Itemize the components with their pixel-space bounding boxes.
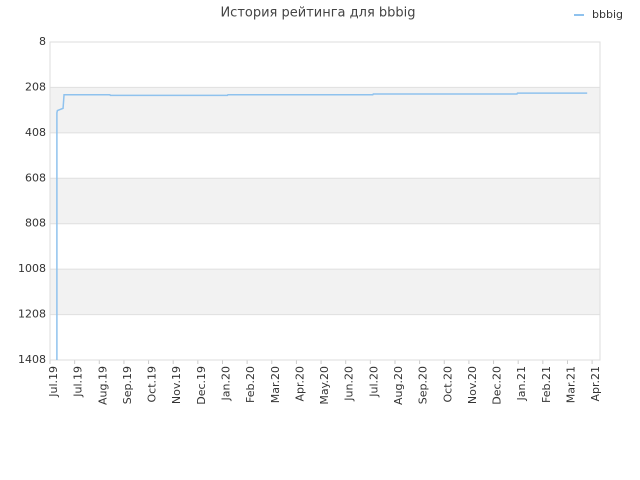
- x-tick-label: Sep.20: [417, 366, 430, 404]
- x-tick-label: Sep.19: [121, 366, 134, 404]
- x-tick-label: May.20: [318, 366, 331, 405]
- x-tick-label: Oct.19: [146, 366, 159, 403]
- y-tick-label: 1408: [18, 353, 46, 366]
- y-tick-label: 8: [39, 35, 46, 48]
- x-tick-label: Jan.20: [219, 366, 232, 401]
- x-tick-label: Apr.20: [293, 366, 306, 402]
- x-tick-label: Nov.20: [466, 366, 479, 404]
- y-tick-label: 608: [25, 171, 46, 184]
- y-tick-label: 208: [25, 80, 46, 93]
- x-tick-label: Mar.21: [564, 366, 577, 403]
- y-tick-label: 808: [25, 217, 46, 230]
- grid-band: [50, 269, 600, 315]
- plot-border: [49, 41, 601, 361]
- legend-label: bbbig: [592, 8, 623, 21]
- grid-band: [50, 178, 600, 224]
- y-tick-label: 1208: [18, 308, 46, 321]
- x-tick-label: Aug.20: [392, 366, 405, 405]
- x-tick-label: Aug.19: [96, 366, 109, 405]
- x-tick-label: Dec.19: [195, 366, 208, 405]
- x-tick-label: Dec.20: [491, 366, 504, 405]
- x-tick-label: Jun.20: [343, 366, 356, 402]
- x-tick-label: Feb.20: [244, 366, 257, 403]
- chart-title: История рейтинга для bbbig: [220, 6, 415, 21]
- y-tick-label: 1008: [18, 262, 46, 275]
- x-tick-label: Jul.19: [72, 366, 85, 398]
- x-tick-label: Jul.19: [47, 366, 60, 398]
- x-tick-label: Jul.20: [367, 366, 380, 398]
- x-tick-label: Feb.21: [540, 366, 553, 403]
- series-line: [56, 92, 588, 360]
- x-tick-label: Nov.19: [170, 366, 183, 404]
- x-tick-label: Mar.20: [269, 366, 282, 403]
- x-tick-label: Apr.21: [589, 366, 602, 402]
- y-tick-label: 408: [25, 126, 46, 139]
- x-tick-label: Jan.21: [515, 366, 528, 401]
- x-tick-label: Oct.20: [441, 366, 454, 403]
